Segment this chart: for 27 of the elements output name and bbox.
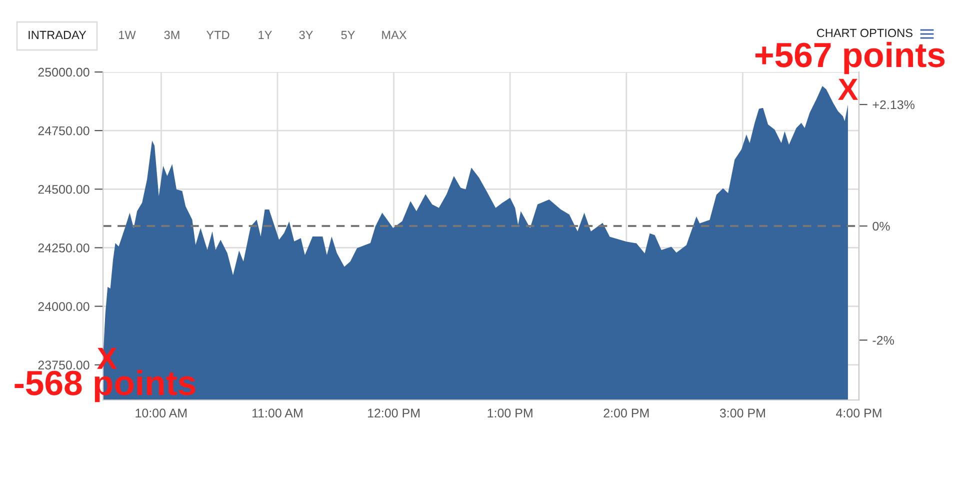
y-tick-label: 23750.00 [38, 360, 90, 370]
text: 3Y [299, 30, 313, 40]
annotation: +567 points [755, 42, 945, 74]
y2-tick-label: 0% [872, 222, 890, 231]
text: 1W [119, 30, 136, 40]
x-tick-label: 3:00 PM [720, 408, 765, 418]
x-tick-label: 2:00 PM [604, 408, 649, 418]
text: 5Y [341, 30, 355, 40]
x-tick-label: 11:00 AM [252, 408, 302, 418]
y-tick-label: 24000.00 [38, 302, 90, 311]
text: YTD [206, 30, 230, 40]
text: 1Y [258, 30, 272, 40]
x-tick-label: 4:00 PM [836, 408, 882, 418]
y-tick-label: 24750.00 [38, 126, 90, 136]
text: 3M [164, 30, 180, 40]
x-tick-label: 10:00 AM [136, 408, 187, 418]
y-tick-label: 25000.00 [38, 68, 90, 77]
y2-tick-label: -2% [872, 336, 894, 345]
text: INTRADAY [28, 30, 86, 40]
text: MAX [382, 30, 407, 40]
text: CHART OPTIONS [816, 28, 912, 38]
y2-tick-label: +2.13% [872, 100, 914, 110]
y-tick-label: 24250.00 [38, 244, 90, 252]
annotation: X [838, 78, 858, 100]
y-tick-label: 24500.00 [38, 184, 90, 194]
x-tick-label: 1:00 PM [488, 408, 532, 418]
x-tick-label: 12:00 PM [368, 408, 420, 418]
